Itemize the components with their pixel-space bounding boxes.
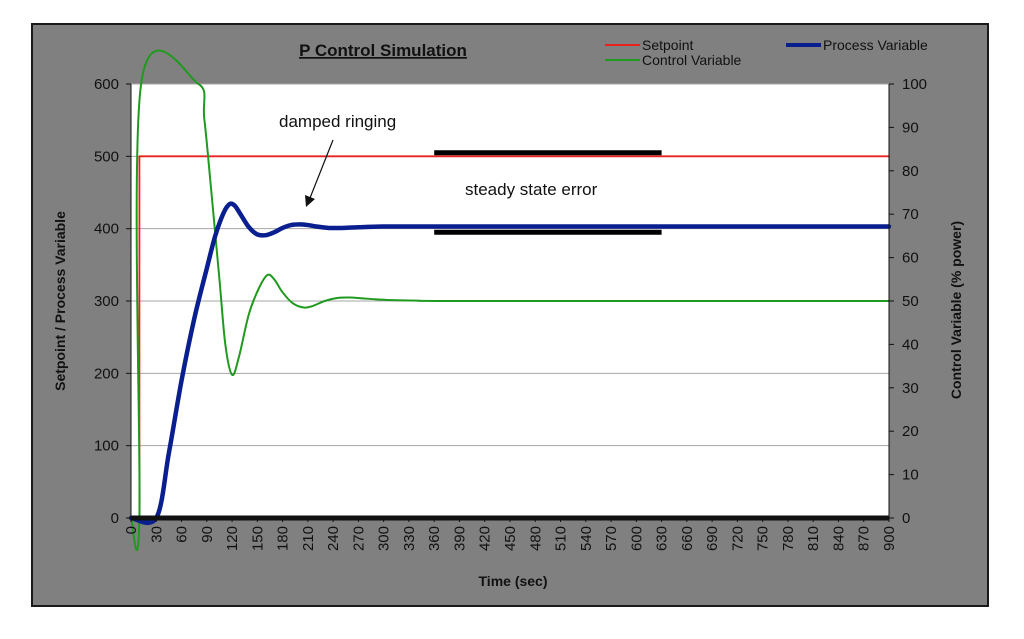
x-tick-label-450: 450 xyxy=(502,526,519,551)
annotation-damped-ringing: damped ringing xyxy=(279,112,396,131)
x-tick-label-420: 420 xyxy=(477,526,494,551)
y-tick-label-0: 0 xyxy=(111,510,119,527)
y2-tick-label-40: 40 xyxy=(902,336,919,353)
x-tick-label-210: 210 xyxy=(300,526,317,551)
y2-axis-title: Control Variable (% power) xyxy=(948,221,964,399)
x-tick-label-240: 240 xyxy=(325,526,342,551)
y-tick-label-500: 500 xyxy=(94,148,119,165)
y2-tick-label-60: 60 xyxy=(902,250,919,267)
x-tick-label-720: 720 xyxy=(729,526,746,551)
x-tick-label-630: 630 xyxy=(654,526,671,551)
y2-tick-label-90: 90 xyxy=(902,119,919,136)
axes xyxy=(126,83,894,522)
x-tick-label-570: 570 xyxy=(603,526,620,551)
x-tick-label-870: 870 xyxy=(856,526,873,551)
x-tick-label-810: 810 xyxy=(805,526,822,551)
y-tick-label-600: 600 xyxy=(94,76,119,93)
y-tick-label-400: 400 xyxy=(94,221,119,238)
x-tick-label-510: 510 xyxy=(553,526,570,551)
x-tick-label-660: 660 xyxy=(679,526,696,551)
x-tick-label-270: 270 xyxy=(350,526,367,551)
x-tick-label-900: 900 xyxy=(881,526,898,551)
x-tick-label-60: 60 xyxy=(174,526,191,543)
x-tick-label-300: 300 xyxy=(376,526,393,551)
x-tick-label-360: 360 xyxy=(426,526,443,551)
y2-tick-label-50: 50 xyxy=(902,293,919,310)
y-tick-label-200: 200 xyxy=(94,365,119,382)
x-tick-label-780: 780 xyxy=(780,526,797,551)
y-tick-label-300: 300 xyxy=(94,293,119,310)
chart-title: P Control Simulation xyxy=(299,41,467,60)
y2-tick-label-80: 80 xyxy=(902,163,919,180)
legend-label-setpoint: Setpoint xyxy=(642,37,693,53)
y-axis-title: Setpoint / Process Variable xyxy=(52,211,68,391)
x-tick-label-90: 90 xyxy=(199,526,216,543)
x-tick-label-480: 480 xyxy=(527,526,544,551)
annotation-steady-state-error: steady state error xyxy=(465,180,598,199)
annotation-arrow-head xyxy=(305,195,315,207)
tick-labels: 0100200300400500600010203040506070809010… xyxy=(94,76,927,551)
y2-tick-label-0: 0 xyxy=(902,510,910,527)
series-control-variable-line xyxy=(130,49,890,552)
x-tick-label-0: 0 xyxy=(123,526,140,534)
x-tick-label-600: 600 xyxy=(628,526,645,551)
x-tick-label-540: 540 xyxy=(578,526,595,551)
x-tick-label-750: 750 xyxy=(755,526,772,551)
y2-tick-label-20: 20 xyxy=(902,423,919,440)
legend-label-process-variable: Process Variable xyxy=(823,37,928,53)
x-tick-label-150: 150 xyxy=(249,526,266,551)
legend-label-control-variable: Control Variable xyxy=(642,52,742,68)
x-tick-label-30: 30 xyxy=(148,526,165,543)
steady-state-error-bracket xyxy=(434,150,662,235)
legend: Setpoint Control Variable Process Variab… xyxy=(605,37,928,68)
y2-tick-label-70: 70 xyxy=(902,206,919,223)
x-tick-label-690: 690 xyxy=(704,526,721,551)
x-tick-label-390: 390 xyxy=(451,526,468,551)
y2-tick-label-10: 10 xyxy=(902,467,919,484)
x-tick-label-180: 180 xyxy=(275,526,292,551)
annotation-arrow-shaft xyxy=(309,139,334,199)
y2-tick-label-30: 30 xyxy=(902,380,919,397)
x-tick-label-330: 330 xyxy=(401,526,418,551)
y2-tick-label-100: 100 xyxy=(902,76,927,93)
x-axis-title: Time (sec) xyxy=(479,573,548,589)
x-tick-label-840: 840 xyxy=(830,526,847,551)
series-process-variable-line xyxy=(128,201,892,526)
x-tick-label-120: 120 xyxy=(224,526,241,551)
y-tick-label-100: 100 xyxy=(94,438,119,455)
